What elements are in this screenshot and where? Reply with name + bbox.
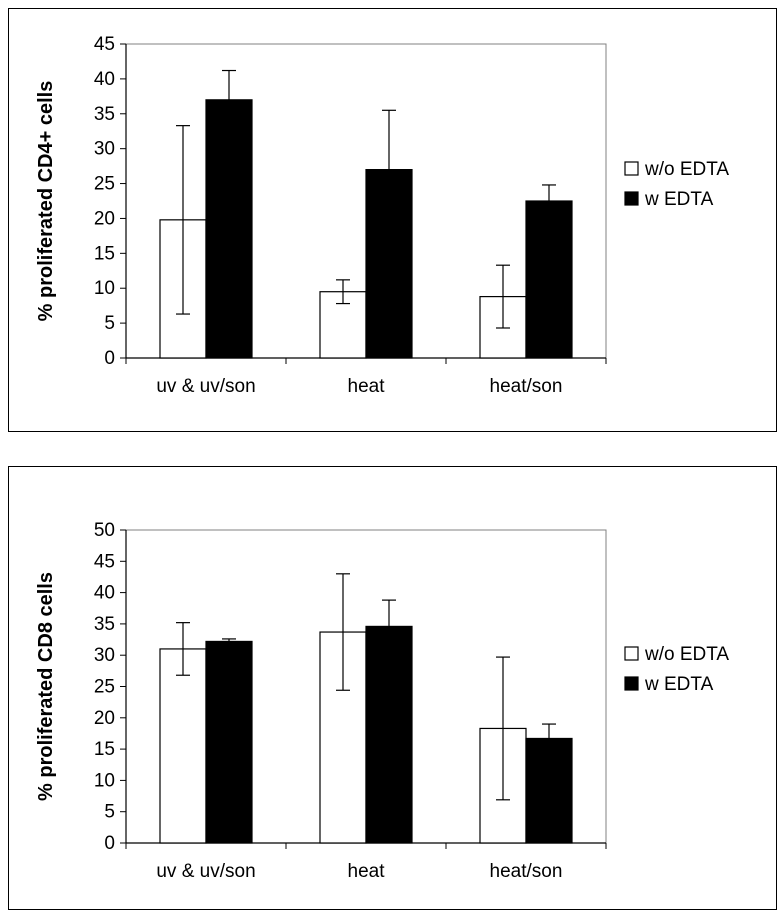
y-tick-label: 15 [94,739,115,760]
legend-swatch [624,646,639,661]
legend: w/o EDTA w EDTA [624,159,729,210]
y-tick-label: 40 [94,583,115,604]
y-tick-label: 0 [104,833,115,854]
y-tick-label: 35 [94,104,115,125]
category-label: uv & uv/son [156,861,255,882]
bar-w-edta [205,640,253,844]
y-tick-label: 5 [104,802,115,823]
legend: w/o EDTA w EDTA [624,644,729,695]
bar-w-edta [365,625,413,844]
category-label: heat/son [490,861,563,882]
y-tick-label: 40 [94,69,115,90]
y-tick-label: 20 [94,208,115,229]
y-tick-label: 5 [104,313,115,334]
legend-label: w EDTA [644,189,714,210]
y-tick-label: 15 [94,243,115,264]
y-tick-label: 10 [94,278,115,299]
y-tick-label: 20 [94,708,115,729]
legend-swatch [624,161,639,176]
legend-label: w EDTA [644,674,714,695]
y-axis-label: % proliferated CD4+ cells [35,81,57,322]
chart-cd8: 0 5 10 15 20 25 30 35 40 45 50 uv & uv/son heat heat/… [35,520,729,882]
legend-swatch [624,676,639,691]
y-tick-label: 35 [94,614,115,635]
y-tick-label: 45 [94,34,115,55]
legend-label: w/o EDTA [644,644,729,665]
bar-w-o-edta [159,648,207,844]
category-label: heat [348,861,386,882]
bar-w-edta [525,737,573,844]
y-tick-label: 45 [94,551,115,572]
y-tick-label: 10 [94,770,115,791]
category-label: uv & uv/son [156,376,255,397]
bar-w-edta [205,99,253,359]
category-label: heat [348,376,386,397]
bar-w-edta [525,200,573,359]
y-tick-label: 25 [94,677,115,698]
y-tick-label: 25 [94,174,115,195]
legend-label: w/o EDTA [644,159,729,180]
y-tick-label: 50 [94,520,115,541]
y-axis-label: % proliferated CD8 cells [35,572,57,801]
y-tick-label: 30 [94,139,115,160]
y-tick-label: 30 [94,645,115,666]
legend-swatch [624,191,639,206]
y-tick-label: 0 [104,348,115,369]
category-label: heat/son [490,376,563,397]
chart-cd4: 0 5 10 15 20 25 30 35 40 45 uv & uv/son heat heat/so… [35,34,729,397]
